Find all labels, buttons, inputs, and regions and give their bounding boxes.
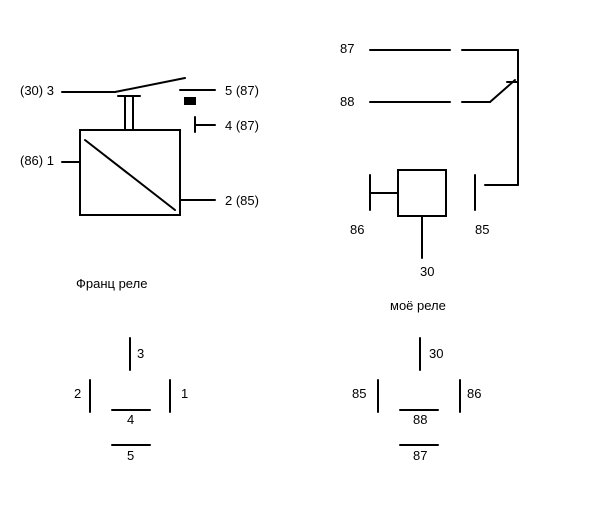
my-label-p85: 85 xyxy=(475,222,489,237)
my-label-p88: 88 xyxy=(340,94,354,109)
french-pinout-label-l3: 3 xyxy=(137,346,144,361)
my-pinout-label-l85: 85 xyxy=(352,386,366,401)
my-label-p30: 30 xyxy=(420,264,434,279)
my-pinout-label-l86: 86 xyxy=(467,386,481,401)
french-label-p30_3: (30) 3 xyxy=(20,83,54,98)
french-fixed-5-tab xyxy=(185,98,195,104)
french-pinout-label-l1: 1 xyxy=(181,386,188,401)
french-pinout-label-l4: 4 xyxy=(127,412,134,427)
french-label-p86_1: (86) 1 xyxy=(20,153,54,168)
my-pinout-label-l87: 87 xyxy=(413,448,427,463)
diagram-canvas: (30) 3 (86) 1 5 (87) 4 (87) 2 (85) Франц реле… xyxy=(0,0,595,507)
french-label-p5_87: 5 (87) xyxy=(225,83,259,98)
french-pinout-label-l2: 2 xyxy=(74,386,81,401)
french-caption: Франц реле xyxy=(76,276,147,291)
my-label-p86: 86 xyxy=(350,222,364,237)
french-coil-diag xyxy=(85,140,175,210)
french-moving-contact xyxy=(115,78,185,92)
my-pinout-label-l30: 30 xyxy=(429,346,443,361)
my-coil-body xyxy=(398,170,446,216)
french-label-p2_85: 2 (85) xyxy=(225,193,259,208)
my-label-p87: 87 xyxy=(340,41,354,56)
french-label-p4_87: 4 (87) xyxy=(225,118,259,133)
my-caption: моё реле xyxy=(390,298,446,313)
my-switch-arm xyxy=(490,80,515,102)
my-pinout-label-l88: 88 xyxy=(413,412,427,427)
french-pinout-label-l5: 5 xyxy=(127,448,134,463)
